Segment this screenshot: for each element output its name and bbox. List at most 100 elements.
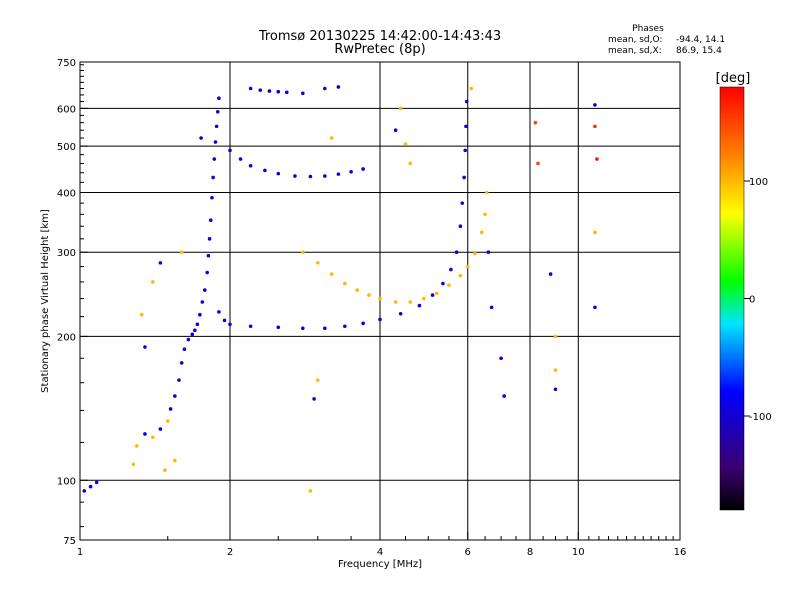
phases-x-label: mean, sd,X: [608, 46, 662, 56]
echo-point [301, 250, 305, 255]
echo-point [217, 310, 221, 314]
colorbar-tick-label: 100 [749, 177, 768, 188]
echo-point [217, 96, 221, 100]
echo-point [463, 148, 468, 153]
echo-point [213, 140, 218, 144]
echo-point [441, 281, 445, 286]
echo-point [458, 273, 463, 278]
echo-point [329, 272, 334, 276]
x-tick-label: 10 [572, 547, 585, 558]
echo-point [214, 124, 219, 129]
echo-point [469, 86, 474, 91]
echo-point [276, 89, 281, 94]
x-tick-label: 1 [77, 547, 83, 558]
echo-point [484, 190, 489, 195]
echo-point [398, 106, 403, 111]
echo-point [408, 161, 413, 166]
echo-point [158, 427, 163, 431]
echo-point [323, 86, 327, 91]
echo-point [151, 435, 155, 440]
echo-point [393, 300, 398, 304]
phases-o-label: mean, sd,O: [608, 35, 662, 45]
echo-point [465, 264, 470, 269]
echo-point [206, 253, 211, 258]
echo-point [460, 201, 465, 205]
echo-point [533, 120, 538, 125]
echo-point [595, 157, 599, 161]
echo-point [198, 312, 202, 317]
echo-point [276, 171, 281, 176]
colorbar [719, 86, 745, 511]
echo-point [593, 305, 597, 310]
echo-point [329, 136, 334, 140]
x-tick-label: 16 [674, 547, 687, 558]
echo-point [168, 407, 173, 411]
echo-point [548, 272, 553, 276]
echo-point [293, 174, 297, 178]
echo-point [462, 175, 466, 180]
echo-point [202, 288, 207, 292]
echo-point [212, 157, 217, 161]
echo-point [486, 250, 491, 255]
echo-point [323, 174, 327, 178]
echo-point [165, 419, 170, 423]
echo-point [422, 296, 426, 301]
echo-point [173, 458, 177, 463]
echo-point [263, 168, 267, 173]
y-tick-label: 300 [57, 248, 76, 259]
echo-point [315, 261, 320, 265]
echo-point [361, 321, 365, 326]
echo-point [182, 347, 187, 352]
echo-point [82, 489, 87, 493]
echo-point [228, 322, 232, 327]
y-tick-label: 400 [57, 188, 76, 199]
echo-point [88, 484, 93, 489]
y-axis-ticks: 75 100 200 300 400 500 600 750 [57, 58, 88, 547]
plot-points [82, 85, 599, 493]
echo-point [131, 462, 136, 467]
echo-point [267, 89, 272, 93]
echo-point [173, 394, 177, 398]
echo-point [553, 387, 558, 392]
echo-point [139, 312, 144, 317]
echo-point [228, 148, 232, 153]
echo-point [323, 326, 327, 331]
echo-point [464, 124, 468, 129]
echo-point [210, 195, 214, 200]
echo-point [593, 124, 597, 129]
x-tick-label: 6 [465, 547, 471, 558]
echo-point [248, 86, 253, 91]
echo-point [143, 345, 147, 349]
echo-point [199, 136, 203, 140]
echo-point [200, 300, 205, 304]
echo-point [301, 326, 305, 331]
echo-point [479, 230, 484, 235]
echo-point [403, 142, 408, 146]
echo-point [349, 169, 353, 174]
y-tick-label: 750 [57, 58, 76, 69]
echo-point [449, 267, 453, 272]
y-tick-label: 200 [57, 332, 76, 343]
y-tick-label: 100 [57, 476, 76, 487]
x-tick-label: 2 [227, 547, 233, 558]
echo-point [143, 432, 147, 436]
echo-point [483, 212, 487, 217]
x-tick-label: 8 [527, 547, 533, 558]
echo-point [536, 161, 540, 166]
echo-point [276, 325, 281, 330]
echo-point [355, 288, 359, 292]
echo-point [454, 250, 459, 255]
echo-point [361, 167, 365, 171]
x-axis-label: Frequency [MHz] [338, 559, 422, 570]
echo-point [207, 237, 212, 241]
echo-point [193, 328, 197, 333]
echo-point [398, 311, 403, 316]
echo-point [553, 334, 558, 339]
echo-point [593, 103, 597, 107]
echo-point [248, 324, 253, 329]
echo-point [343, 324, 347, 329]
echo-point [179, 250, 184, 255]
y-tick-label: 600 [57, 104, 76, 115]
echo-point [473, 251, 477, 256]
echo-point [301, 91, 305, 96]
